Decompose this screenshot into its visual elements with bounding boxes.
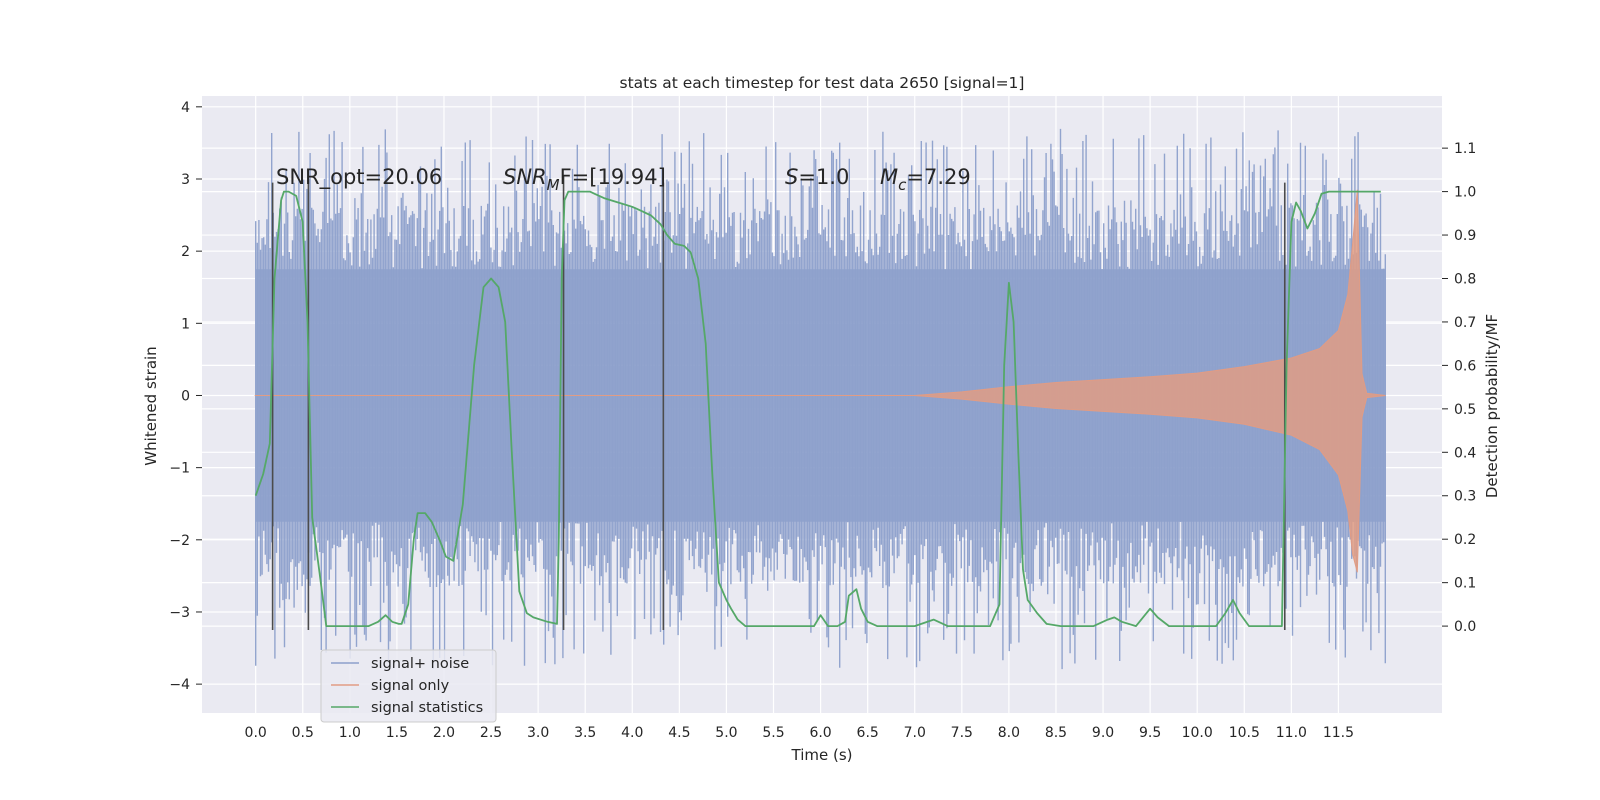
y2-tick-label: 0.1 <box>1454 576 1476 592</box>
y-tick-label: −4 <box>169 677 190 693</box>
mc-value: =7.29 <box>906 165 970 189</box>
y-tick-label: 1 <box>181 316 190 332</box>
x-tick-label: 4.0 <box>621 725 643 741</box>
y-axis-label: Whitened strain <box>142 346 160 465</box>
y-tick-label: 2 <box>181 244 190 260</box>
right-y-ticks: 1.1 1.0 0.9 0.8 0.7 0.6 0.5 0.4 0.3 0.2 0.1 0.0 <box>1442 141 1476 635</box>
y2-tick-label: 0.9 <box>1454 228 1476 244</box>
mc-math: M <box>880 165 898 189</box>
y2-tick-label: 0.0 <box>1454 619 1476 635</box>
x-tick-label: 8.0 <box>998 725 1020 741</box>
x-ticks: 0.0 0.5 1.0 1.5 2.0 2.5 3.0 3.5 4.0 4.5 5.0 5.5 6.0 6… <box>245 725 1354 741</box>
x-tick-label: 5.5 <box>762 725 784 741</box>
y-tick-label: −1 <box>169 461 190 477</box>
x-tick-label: 10.5 <box>1229 725 1260 741</box>
x-tick-label: 3.0 <box>527 725 549 741</box>
x-tick-label: 9.5 <box>1139 725 1161 741</box>
y2-tick-label: 0.4 <box>1454 445 1476 461</box>
x-tick-label: 6.0 <box>809 725 831 741</box>
vertical-markers <box>271 175 1286 631</box>
plot-contents <box>253 128 1386 670</box>
annotation-snr-mf: SNRMF=[19.94] <box>503 165 666 194</box>
x-tick-label: 4.5 <box>668 725 690 741</box>
y-tick-label: −3 <box>169 605 190 621</box>
x-tick-label: 6.5 <box>857 725 879 741</box>
series-signal-only <box>253 189 1386 573</box>
x-tick-label: 7.0 <box>904 725 926 741</box>
x-tick-label: 2.0 <box>433 725 455 741</box>
s-value: =1.0 <box>798 165 849 189</box>
snr-mf-subscript: M <box>547 176 560 194</box>
snr-mf-value: F=[19.94] <box>560 165 666 189</box>
y2-axis-label: Detection probability/MF <box>1483 314 1501 498</box>
y2-tick-label: 1.1 <box>1454 141 1476 157</box>
legend-label-signal-statistics: signal statistics <box>371 700 483 716</box>
legend-label-signal-noise: signal+ noise <box>371 656 469 672</box>
y2-tick-label: 0.7 <box>1454 315 1476 331</box>
x-tick-label: 11.5 <box>1323 725 1354 741</box>
y-tick-label: 3 <box>181 172 190 188</box>
x-tick-label: 0.5 <box>292 725 314 741</box>
s-math: S <box>785 165 798 189</box>
x-tick-label: 11.0 <box>1276 725 1307 741</box>
annotation-mc: Mc=7.29 <box>880 165 971 194</box>
x-axis-label: Time (s) <box>791 746 853 764</box>
x-tick-label: 7.5 <box>951 725 973 741</box>
x-tick-label: 2.5 <box>480 725 502 741</box>
y2-tick-label: 0.6 <box>1454 358 1476 374</box>
y2-tick-label: 0.2 <box>1454 532 1476 548</box>
legend-box <box>320 649 497 723</box>
mc-subscript: c <box>898 176 907 194</box>
y-tick-label: 0 <box>181 388 190 404</box>
annotation-s: S=1.0 <box>785 165 849 189</box>
y2-tick-label: 0.5 <box>1454 402 1476 418</box>
y-tick-label: −2 <box>169 533 190 549</box>
x-tick-label: 10.0 <box>1182 725 1213 741</box>
chart-title: stats at each timestep for test data 265… <box>620 74 1025 92</box>
x-tick-label: 3.5 <box>574 725 596 741</box>
y2-tick-label: 1.0 <box>1454 185 1476 201</box>
y-tick-label: 4 <box>181 100 190 116</box>
annotation-snr-opt: SNR_opt=20.06 <box>276 165 442 190</box>
snr-mf-math: SNR <box>503 165 547 189</box>
x-tick-label: 5.0 <box>715 725 737 741</box>
x-tick-label: 0.0 <box>245 725 267 741</box>
x-tick-label: 9.0 <box>1092 725 1114 741</box>
x-tick-label: 1.5 <box>386 725 408 741</box>
legend-label-signal-only: signal only <box>371 678 450 694</box>
legend: signal+ noise signal only signal statist… <box>320 649 497 723</box>
left-y-ticks: 4 3 2 1 0 −1 −2 −3 −4 <box>169 100 202 693</box>
x-tick-label: 8.5 <box>1045 725 1067 741</box>
x-tick-label: 1.0 <box>339 725 361 741</box>
series-signal-statistics <box>254 190 1381 627</box>
y2-tick-label: 0.8 <box>1454 271 1476 287</box>
y2-tick-label: 0.3 <box>1454 489 1476 505</box>
